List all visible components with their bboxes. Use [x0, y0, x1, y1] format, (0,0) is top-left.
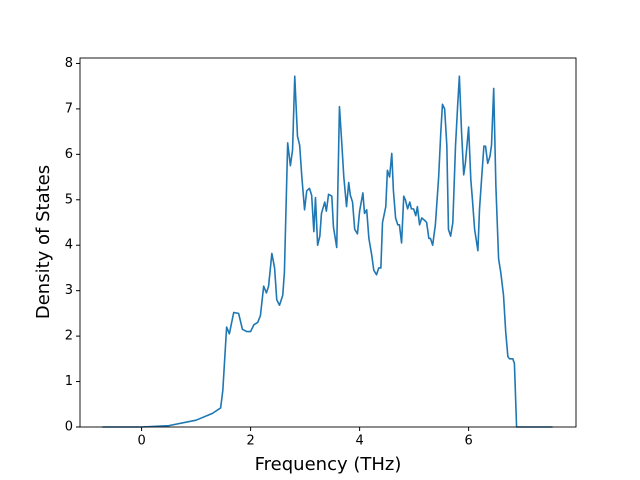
y-tick-label: 3: [65, 283, 73, 298]
y-tick-label: 1: [65, 374, 73, 389]
y-tick-label: 2: [65, 329, 73, 344]
y-tick-label: 8: [65, 56, 73, 71]
x-tick-label: 6: [464, 434, 472, 449]
x-axis-label: Frequency (THz): [255, 454, 402, 475]
x-tick-label: 0: [137, 434, 145, 449]
x-tick-label: 4: [355, 434, 363, 449]
y-tick-label: 6: [65, 147, 73, 162]
x-tick-label: 2: [246, 434, 254, 449]
dos-line: [102, 75, 553, 428]
y-tick-label: 0: [65, 420, 73, 435]
y-axis-label: Density of States: [33, 165, 54, 319]
y-tick-label: 7: [65, 101, 73, 116]
y-tick-label: 4: [65, 238, 73, 253]
axes-frame: [79, 57, 577, 428]
y-tick-label: 5: [65, 192, 73, 207]
